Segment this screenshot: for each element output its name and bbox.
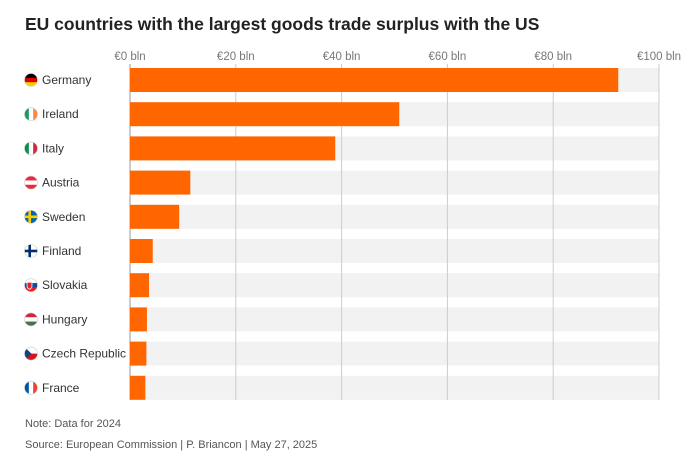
x-tick-label: €100 bln (637, 51, 681, 63)
italy-flag-icon (24, 141, 38, 155)
bar-chart: €0 bln €20 bln €40 bln €60 bln €80 bln €100 b… (24, 51, 681, 400)
bar-track (130, 170, 659, 195)
category-label: Hungary (42, 312, 87, 326)
chart-title: EU countries with the largest goods trad… (25, 14, 540, 34)
bar-track (130, 307, 659, 332)
bar (130, 341, 147, 366)
sweden-flag-icon (24, 210, 38, 224)
bar-track (130, 239, 659, 263)
category-label: Czech Republic (42, 347, 126, 361)
slovakia-flag-icon (24, 278, 38, 292)
x-tick-label: €60 bln (429, 51, 467, 63)
bar (130, 170, 191, 195)
bar (130, 307, 147, 332)
chart-note: Note: Data for 2024 (25, 418, 122, 430)
bar (130, 68, 619, 92)
category-label: Sweden (42, 210, 85, 224)
chart-source: Source: European Commission | P. Brianco… (25, 439, 318, 451)
bar (130, 375, 146, 400)
austria-flag-icon (24, 176, 38, 190)
czech-republic-flag-icon (24, 347, 38, 361)
bar (130, 204, 180, 229)
x-tick-label: €20 bln (217, 51, 255, 63)
hungary-flag-icon (24, 312, 38, 326)
x-tick-label: €40 bln (323, 51, 361, 63)
bar-track (130, 341, 659, 366)
category-label: Ireland (42, 107, 79, 121)
bar (130, 239, 153, 263)
bar-track (130, 204, 659, 229)
ireland-flag-icon (24, 107, 38, 121)
category-label: France (42, 381, 80, 395)
finland-flag-icon (24, 244, 38, 258)
bar (130, 273, 150, 298)
category-label: Austria (42, 176, 80, 190)
category-label: Slovakia (42, 278, 88, 292)
bar (130, 136, 336, 161)
category-label: Italy (42, 141, 64, 155)
bar-track (130, 375, 659, 400)
category-label: Finland (42, 244, 81, 258)
bar-track (130, 273, 659, 298)
bar (130, 102, 400, 127)
germany-flag-icon (24, 73, 38, 87)
x-tick-label: €80 bln (534, 51, 572, 63)
france-flag-icon (24, 381, 38, 395)
x-tick-label: €0 bln (114, 51, 145, 63)
category-label: Germany (42, 73, 91, 87)
